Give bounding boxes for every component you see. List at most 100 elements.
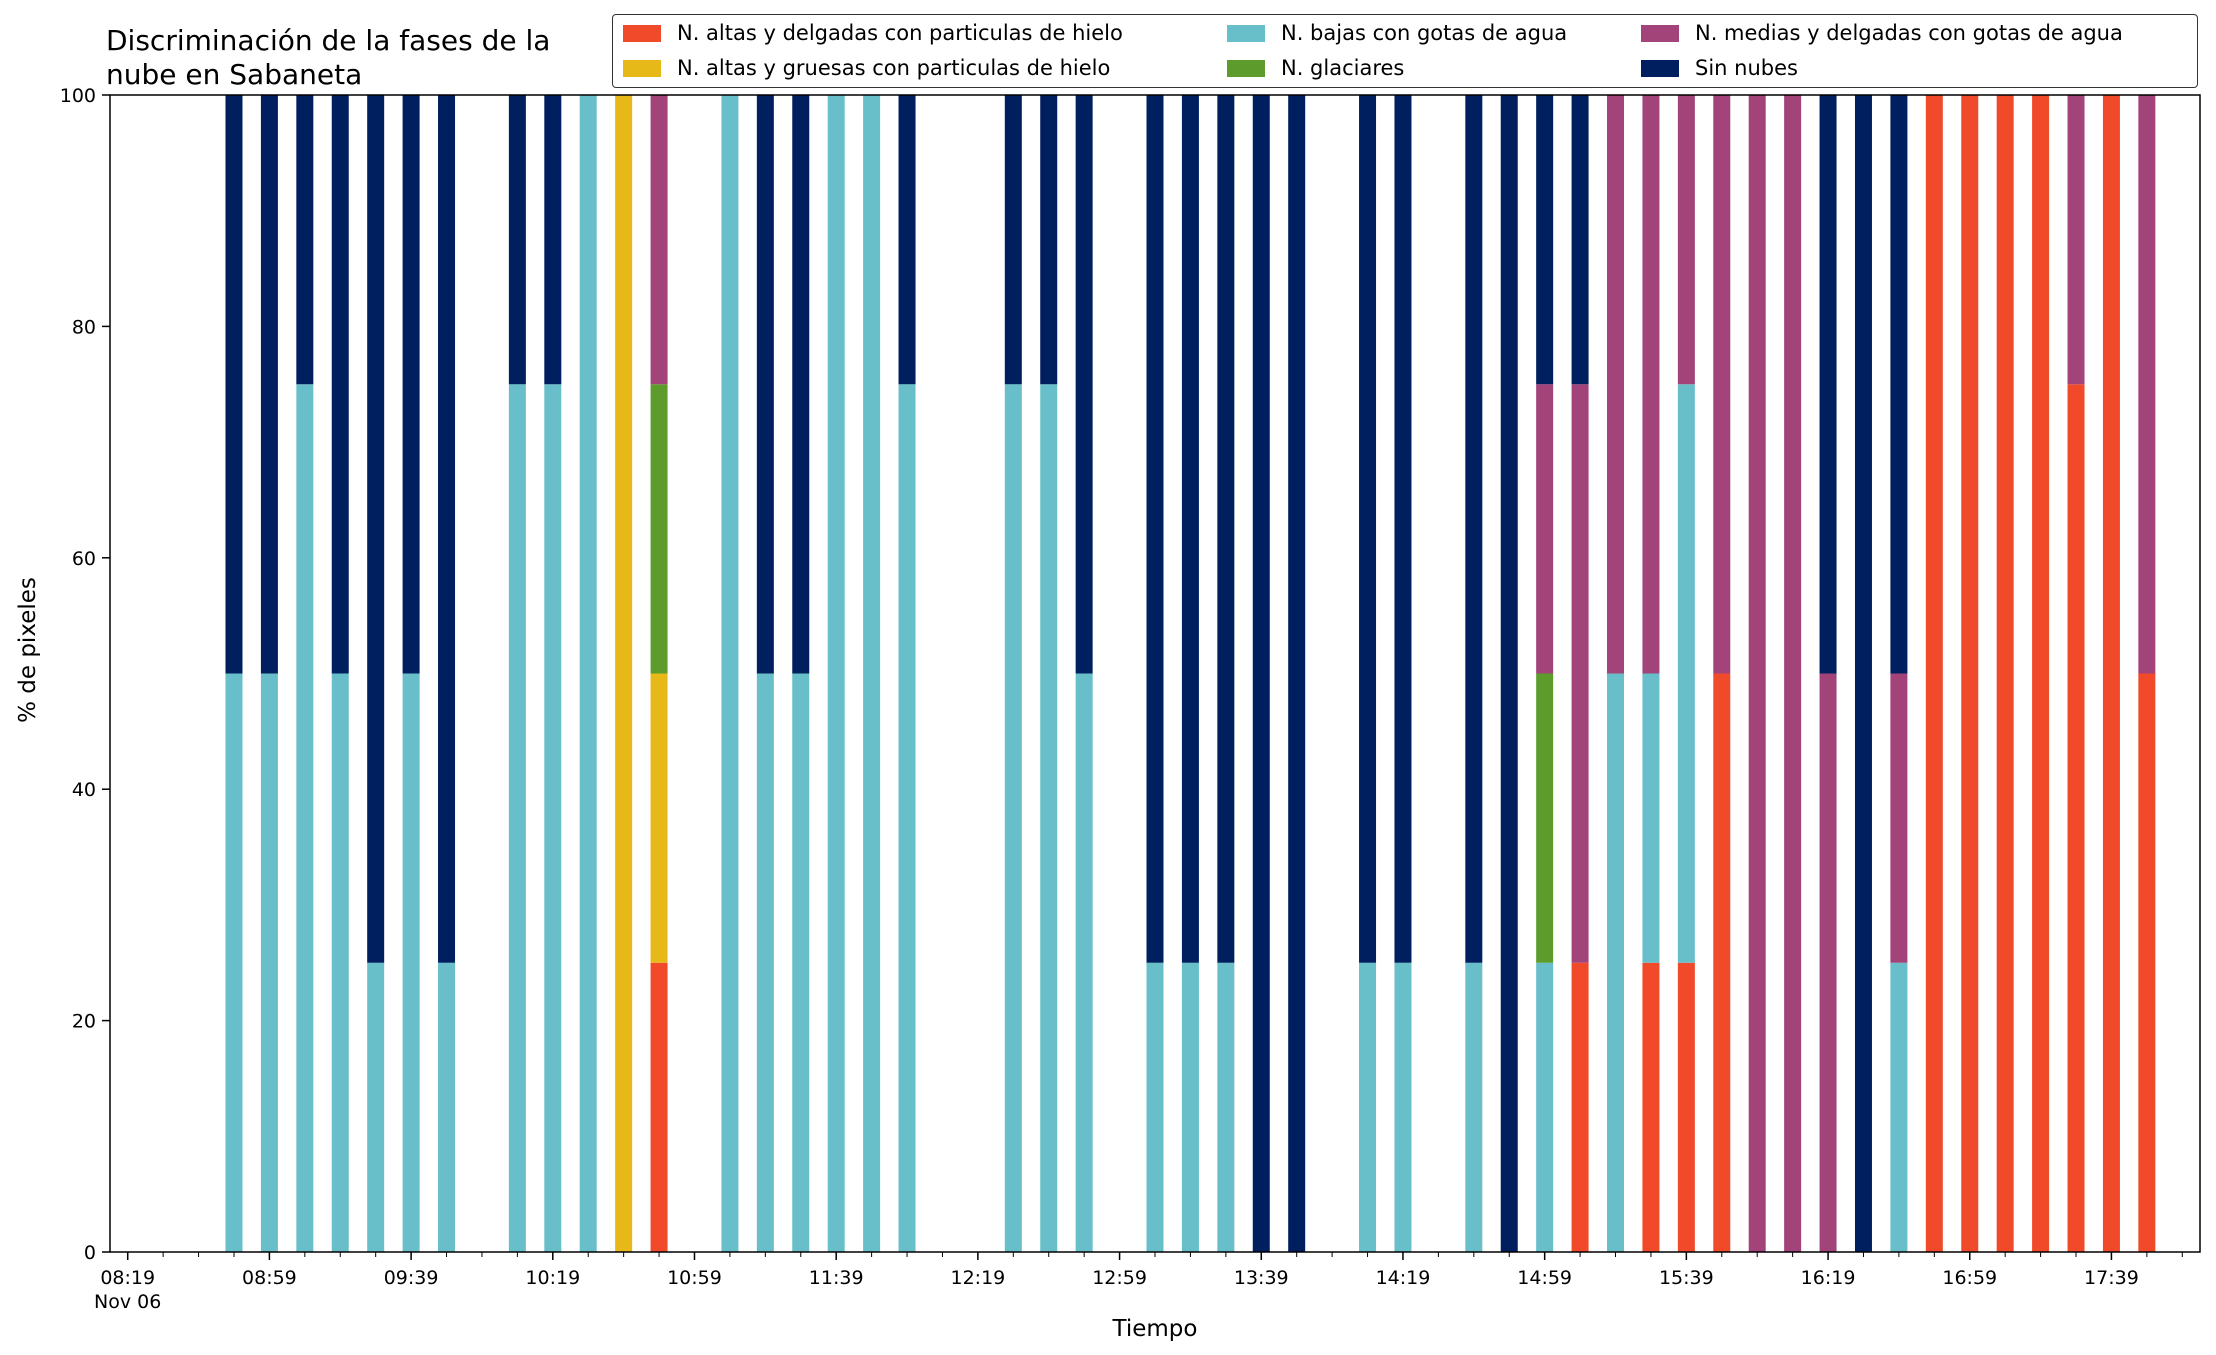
y-tick-label: 20	[72, 1011, 96, 1033]
legend-label: N. medias y delgadas con gotas de agua	[1695, 21, 2123, 45]
bar-segment	[898, 95, 916, 385]
bar-segment	[1075, 95, 1093, 674]
bar-segment	[1819, 95, 1837, 674]
bar-segment	[1713, 673, 1731, 1252]
bar-segment	[1394, 962, 1412, 1252]
bar-segment	[1571, 95, 1589, 385]
x-tick-label: 08:19	[100, 1267, 155, 1289]
bar-segment	[225, 95, 243, 674]
chart-title-line-1: Discriminación de la fases de la	[106, 24, 551, 57]
bar-segment	[544, 384, 562, 1252]
x-tick-label: 10:19	[525, 1267, 580, 1289]
bar-segment	[331, 673, 349, 1252]
bar-segment	[2138, 673, 2156, 1252]
bar-segment	[1677, 384, 1695, 963]
x-tick-label: 13:39	[1234, 1267, 1289, 1289]
x-tick-label: 11:39	[809, 1267, 864, 1289]
bar-segment	[1854, 95, 1872, 1252]
bar-segment	[1784, 95, 1802, 1252]
x-date-label: Nov 06	[94, 1291, 161, 1313]
legend-swatch	[623, 59, 661, 77]
legend-item: N. medias y delgadas con gotas de agua	[1641, 17, 2123, 49]
bar-segment	[756, 673, 774, 1252]
bar-segment	[1146, 962, 1164, 1252]
bar-segment	[1181, 962, 1199, 1252]
bar-segment	[1925, 95, 1943, 1252]
bar-segment	[1890, 95, 1908, 674]
bar-segment	[650, 95, 668, 385]
bar-segment	[1677, 95, 1695, 385]
x-tick-label: 16:59	[1942, 1267, 1997, 1289]
legend-swatch	[1641, 59, 1679, 77]
y-tick-label: 80	[72, 316, 96, 338]
bar-segment	[1642, 95, 1660, 674]
bar-segment	[1536, 962, 1554, 1252]
bar-segment	[1536, 384, 1554, 674]
bar-segment	[296, 95, 314, 385]
legend-swatch	[1227, 59, 1265, 77]
bar-segment	[367, 95, 385, 963]
x-tick-label: 12:19	[950, 1267, 1005, 1289]
x-tick-label: 10:59	[667, 1267, 722, 1289]
bar-segment	[863, 95, 881, 1252]
bar-segment	[438, 95, 456, 963]
x-tick-label: 16:19	[1801, 1267, 1856, 1289]
bar-segment	[615, 95, 633, 1252]
y-tick-label: 0	[84, 1242, 96, 1264]
bar-segment	[1571, 962, 1589, 1252]
bars-layer	[225, 95, 2156, 1252]
legend-label: N. glaciares	[1281, 56, 1405, 80]
bar-segment	[1004, 95, 1022, 385]
bar-segment	[721, 95, 739, 1252]
bar-segment	[579, 95, 597, 1252]
legend-label: N. altas y delgadas con particulas de hi…	[677, 21, 1123, 45]
bar-segment	[1890, 962, 1908, 1252]
legend-item: N. altas y delgadas con particulas de hi…	[623, 17, 1123, 49]
x-axis-label: Tiempo	[1112, 1316, 1198, 1342]
bar-segment	[2102, 95, 2120, 1252]
bar-segment	[1607, 95, 1625, 674]
bar-segment	[2138, 95, 2156, 674]
bar-segment	[1819, 673, 1837, 1252]
x-tick-label: 14:59	[1517, 1267, 1572, 1289]
bar-segment	[1500, 95, 1518, 1252]
legend-label: N. altas y gruesas con particulas de hie…	[677, 56, 1111, 80]
bar-segment	[438, 962, 456, 1252]
bar-segment	[402, 95, 420, 674]
bar-segment	[1961, 95, 1979, 1252]
bar-segment	[296, 384, 314, 1252]
bar-segment	[544, 95, 562, 385]
bar-segment	[367, 962, 385, 1252]
legend-swatch	[1227, 24, 1265, 42]
bar-segment	[1748, 95, 1766, 1252]
y-tick-label: 100	[60, 85, 96, 107]
x-tick-label: 09:39	[384, 1267, 439, 1289]
y-tick-label: 40	[72, 779, 96, 801]
bar-segment	[1996, 95, 2014, 1252]
bar-segment	[898, 384, 916, 1252]
bar-segment	[1394, 95, 1412, 963]
bar-segment	[756, 95, 774, 674]
x-tick-label: 15:39	[1659, 1267, 1714, 1289]
bar-segment	[1713, 95, 1731, 674]
legend-swatch	[1641, 24, 1679, 42]
legend-swatch	[623, 24, 661, 42]
bar-segment	[1359, 962, 1377, 1252]
x-tick-label: 14:19	[1376, 1267, 1431, 1289]
bar-segment	[2067, 95, 2085, 385]
bar-segment	[1677, 962, 1695, 1252]
legend-label: N. bajas con gotas de agua	[1281, 21, 1568, 45]
bar-segment	[2067, 384, 2085, 1252]
legend-item: N. altas y gruesas con particulas de hie…	[623, 52, 1110, 84]
bar-segment	[1217, 95, 1235, 963]
bar-segment	[260, 673, 278, 1252]
chart-title-line-2: nube en Sabaneta	[106, 58, 363, 91]
bar-segment	[1252, 95, 1270, 1252]
bar-segment	[650, 384, 668, 674]
legend-item: N. bajas con gotas de agua	[1227, 17, 1567, 49]
bar-segment	[508, 95, 526, 385]
bar-segment	[1359, 95, 1377, 963]
bar-segment	[402, 673, 420, 1252]
bar-segment	[1642, 962, 1660, 1252]
